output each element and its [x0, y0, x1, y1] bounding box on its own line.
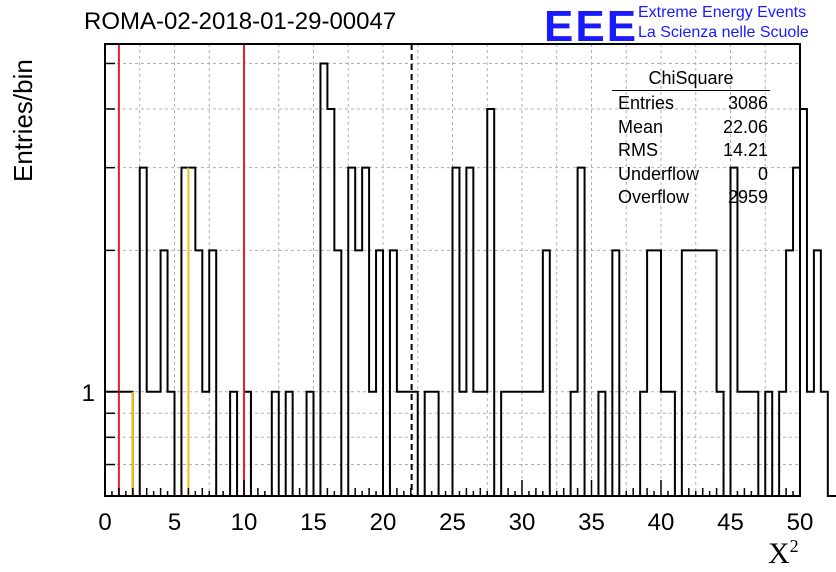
x-axis-label-base: X — [768, 537, 790, 570]
stats-label: Entries — [618, 93, 675, 113]
x-tick-label: 35 — [578, 509, 605, 536]
x-tick-label: 10 — [231, 509, 258, 536]
stats-row-entries: Entries 3086 — [612, 92, 770, 116]
stats-value: 0 — [757, 163, 768, 184]
stats-value: 2959 — [727, 187, 768, 207]
x-tick-label: 45 — [717, 509, 744, 536]
x-tick-label: 50 — [787, 509, 814, 536]
y-tick-label: 1 — [82, 380, 95, 407]
x-tick-label: 25 — [439, 509, 466, 536]
stats-label: Overflow — [618, 187, 690, 207]
x-tick-label: 0 — [98, 509, 111, 536]
x-tick-label: 20 — [370, 509, 397, 536]
y-axis-label: Entries/bin — [8, 59, 38, 182]
org-name-line2: La Scienza nelle Scuole — [638, 24, 809, 41]
x-axis-label-sup: 2 — [789, 536, 799, 556]
x-axis-label: X2 — [768, 536, 799, 571]
stats-row-overflow: Overflow 2959 — [612, 186, 770, 210]
stats-title: ChiSquare — [612, 68, 770, 91]
stats-label: Underflow — [618, 163, 700, 184]
eee-logo: EEE — [544, 2, 639, 51]
x-tick-label: 15 — [300, 509, 327, 536]
stats-label: Mean — [618, 116, 664, 137]
stats-row-mean: Mean 22.06 — [612, 116, 770, 140]
x-tick-label: 40 — [648, 509, 675, 536]
x-tick-label: 5 — [168, 509, 181, 536]
stats-label: RMS — [618, 140, 658, 160]
stats-row-rms: RMS 14.21 — [612, 139, 770, 163]
stats-value: 3086 — [727, 93, 768, 113]
stats-row-underflow: Underflow 0 — [612, 163, 770, 187]
x-tick-label: 30 — [509, 509, 536, 536]
chart-title: ROMA-02-2018-01-29-00047 — [84, 8, 397, 35]
org-name-line1: Extreme Energy Events — [638, 4, 807, 21]
stats-value: 22.06 — [722, 116, 768, 137]
stats-value: 14.21 — [722, 140, 768, 160]
stats-box: ChiSquare Entries 3086 Mean 22.06 RMS 14.21… — [612, 68, 770, 210]
